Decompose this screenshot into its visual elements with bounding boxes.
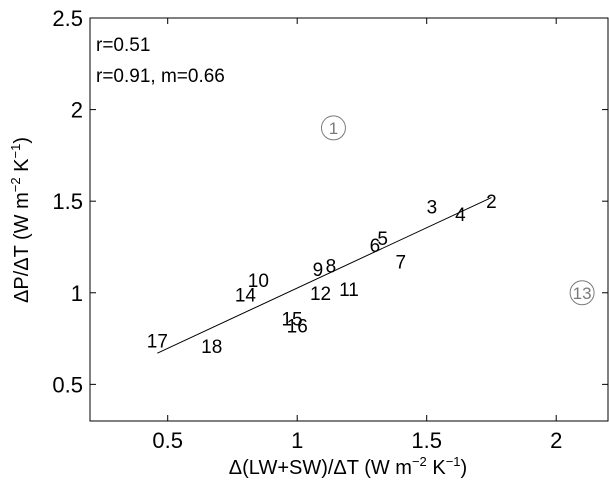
y-axis-ticks: 0.5 1 1.5 2 2.5 — [52, 6, 608, 397]
annotation-r-fit: r=0.91, m=0.66 — [96, 66, 225, 87]
data-point-18: 18 — [201, 337, 222, 358]
y-tick-label: 1 — [71, 281, 83, 306]
data-point-7: 7 — [396, 253, 407, 274]
x-tick-label: 1 — [291, 428, 303, 453]
y-tick-label: 2.5 — [52, 6, 83, 31]
x-tick-label: 2 — [550, 428, 562, 453]
data-point-10: 10 — [248, 271, 269, 292]
outlier-point-13: 13 — [569, 280, 595, 306]
outlier-label: 13 — [573, 284, 592, 303]
y-tick-label: 0.5 — [52, 372, 83, 397]
data-point-15: 15 — [281, 309, 302, 330]
data-point-6: 6 — [370, 236, 381, 257]
x-tick-label: 0.5 — [152, 428, 183, 453]
x-tick-label: 1.5 — [411, 428, 442, 453]
data-point-3: 3 — [427, 198, 438, 219]
data-point-11: 11 — [339, 280, 359, 301]
data-point-5: 5 — [377, 229, 388, 250]
x-axis-label: Δ(LW+SW)/ΔT (W m−2 K−1) — [229, 454, 467, 479]
data-point-16: 16 — [287, 317, 308, 338]
regression-line — [157, 197, 492, 354]
data-point-4: 4 — [455, 205, 466, 226]
fit-line — [157, 197, 492, 354]
data-point-14: 14 — [235, 286, 257, 307]
outlier-point-1: 1 — [320, 115, 346, 141]
y-tick-label: 2 — [71, 98, 83, 123]
outlier-points: 113 — [320, 115, 595, 306]
plot-frame — [89, 17, 609, 422]
outlier-circle — [320, 115, 346, 141]
data-point-8: 8 — [326, 256, 337, 277]
data-point-17: 17 — [147, 331, 168, 352]
x-axis-ticks: 0.5 1 1.5 2 — [152, 18, 562, 453]
y-tick-label: 1.5 — [52, 189, 83, 214]
outlier-label: 1 — [329, 119, 338, 138]
data-point-2: 2 — [486, 192, 497, 213]
data-point-12: 12 — [310, 284, 331, 305]
y-axis-label: ΔP/ΔT (W m−2 K−1) — [8, 137, 33, 303]
annotation-r-all: r=0.51 — [96, 35, 150, 56]
outlier-circle — [569, 280, 595, 306]
data-point-9: 9 — [313, 260, 324, 281]
